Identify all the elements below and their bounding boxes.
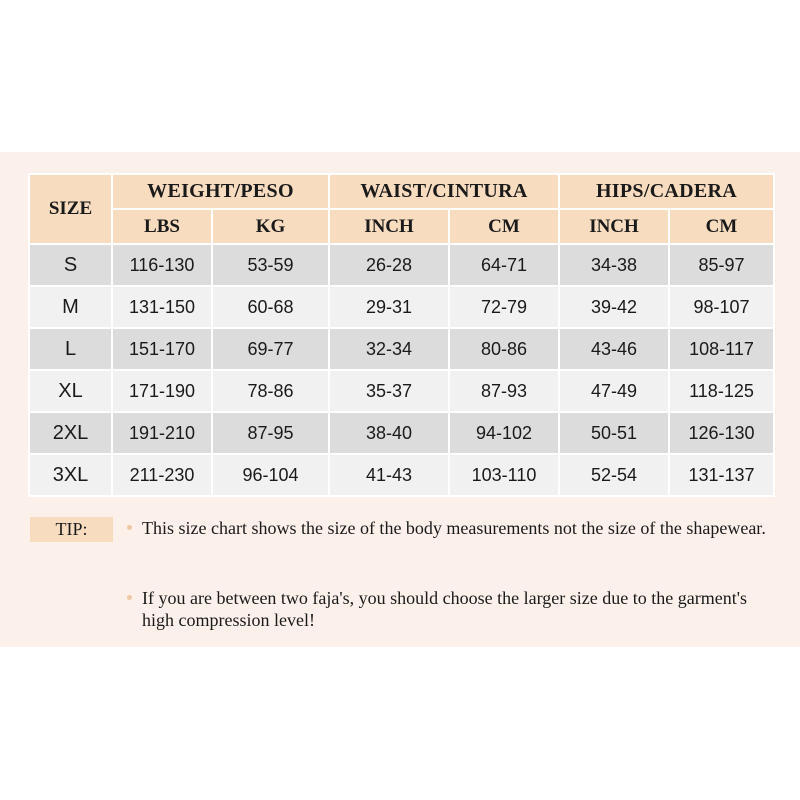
measure-cell: 50-51 [560,413,668,453]
measure-cell: 72-79 [450,287,558,327]
measure-cell: 108-117 [670,329,773,369]
measure-cell: 116-130 [113,245,211,285]
group-header: HIPS/CADERA [560,175,773,208]
measure-cell: 94-102 [450,413,558,453]
size-table: SIZE WEIGHT/PESO WAIST/CINTURA HIPS/CADE… [28,173,775,497]
measure-cell: 26-28 [330,245,448,285]
size-cell: 2XL [30,413,111,453]
size-cell: 3XL [30,455,111,495]
subheader: LBS [113,210,211,243]
measure-cell: 52-54 [560,455,668,495]
table-row: S 116-130 53-59 26-28 64-71 34-38 85-97 [30,245,773,285]
measure-cell: 64-71 [450,245,558,285]
size-cell: S [30,245,111,285]
size-cell: L [30,329,111,369]
measure-cell: 78-86 [213,371,328,411]
subheader: INCH [560,210,668,243]
measure-cell: 98-107 [670,287,773,327]
measure-cell: 131-150 [113,287,211,327]
measure-cell: 87-93 [450,371,558,411]
tip-text: If you are between two faja's, you shoul… [142,588,747,630]
size-cell: M [30,287,111,327]
tip-item: This size chart shows the size of the bo… [127,517,782,539]
subheader: KG [213,210,328,243]
bullet [127,525,132,530]
measure-cell: 103-110 [450,455,558,495]
tip-text: This size chart shows the size of the bo… [142,518,766,538]
measure-cell: 69-77 [213,329,328,369]
header-row: SIZE WEIGHT/PESO WAIST/CINTURA HIPS/CADE… [30,175,773,243]
measure-cell: 41-43 [330,455,448,495]
measure-cell: 39-42 [560,287,668,327]
size-cell: XL [30,371,111,411]
subheader-row: LBS KG INCH CM INCH CM [30,210,773,243]
measure-cell: 35-37 [330,371,448,411]
group-header: WEIGHT/PESO [113,175,328,208]
measure-cell: 29-31 [330,287,448,327]
measure-cell: 47-49 [560,371,668,411]
measure-cell: 151-170 [113,329,211,369]
size-header: SIZE [30,175,111,243]
measure-cell: 80-86 [450,329,558,369]
group-header: WAIST/CINTURA [330,175,558,208]
measure-cell: 32-34 [330,329,448,369]
tip-label: TIP: [30,517,113,542]
table-row: L 151-170 69-77 32-34 80-86 43-46 108-117 [30,329,773,369]
measure-cell: 34-38 [560,245,668,285]
measure-cell: 43-46 [560,329,668,369]
measure-cell: 171-190 [113,371,211,411]
measure-cell: 87-95 [213,413,328,453]
measure-cell: 38-40 [330,413,448,453]
measure-cell: 60-68 [213,287,328,327]
table-row: M 131-150 60-68 29-31 72-79 39-42 98-107 [30,287,773,327]
table-row: 2XL 191-210 87-95 38-40 94-102 50-51 126-130 [30,413,773,453]
subheader: CM [670,210,773,243]
table-row: 3XL 211-230 96-104 41-43 103-110 52-54 131-137 [30,455,773,495]
measure-cell: 85-97 [670,245,773,285]
subheader: CM [450,210,558,243]
table-row: XL 171-190 78-86 35-37 87-93 47-49 118-125 [30,371,773,411]
measure-cell: 191-210 [113,413,211,453]
measure-cell: 126-130 [670,413,773,453]
measure-cell: 53-59 [213,245,328,285]
subheader: INCH [330,210,448,243]
measure-cell: 118-125 [670,371,773,411]
bullet [127,595,132,600]
tip-item: If you are between two faja's, you shoul… [127,587,782,631]
table-body: SIZE WEIGHT/PESO WAIST/CINTURA HIPS/CADE… [30,175,773,495]
measure-cell: 131-137 [670,455,773,495]
measure-cell: 211-230 [113,455,211,495]
measure-cell: 96-104 [213,455,328,495]
